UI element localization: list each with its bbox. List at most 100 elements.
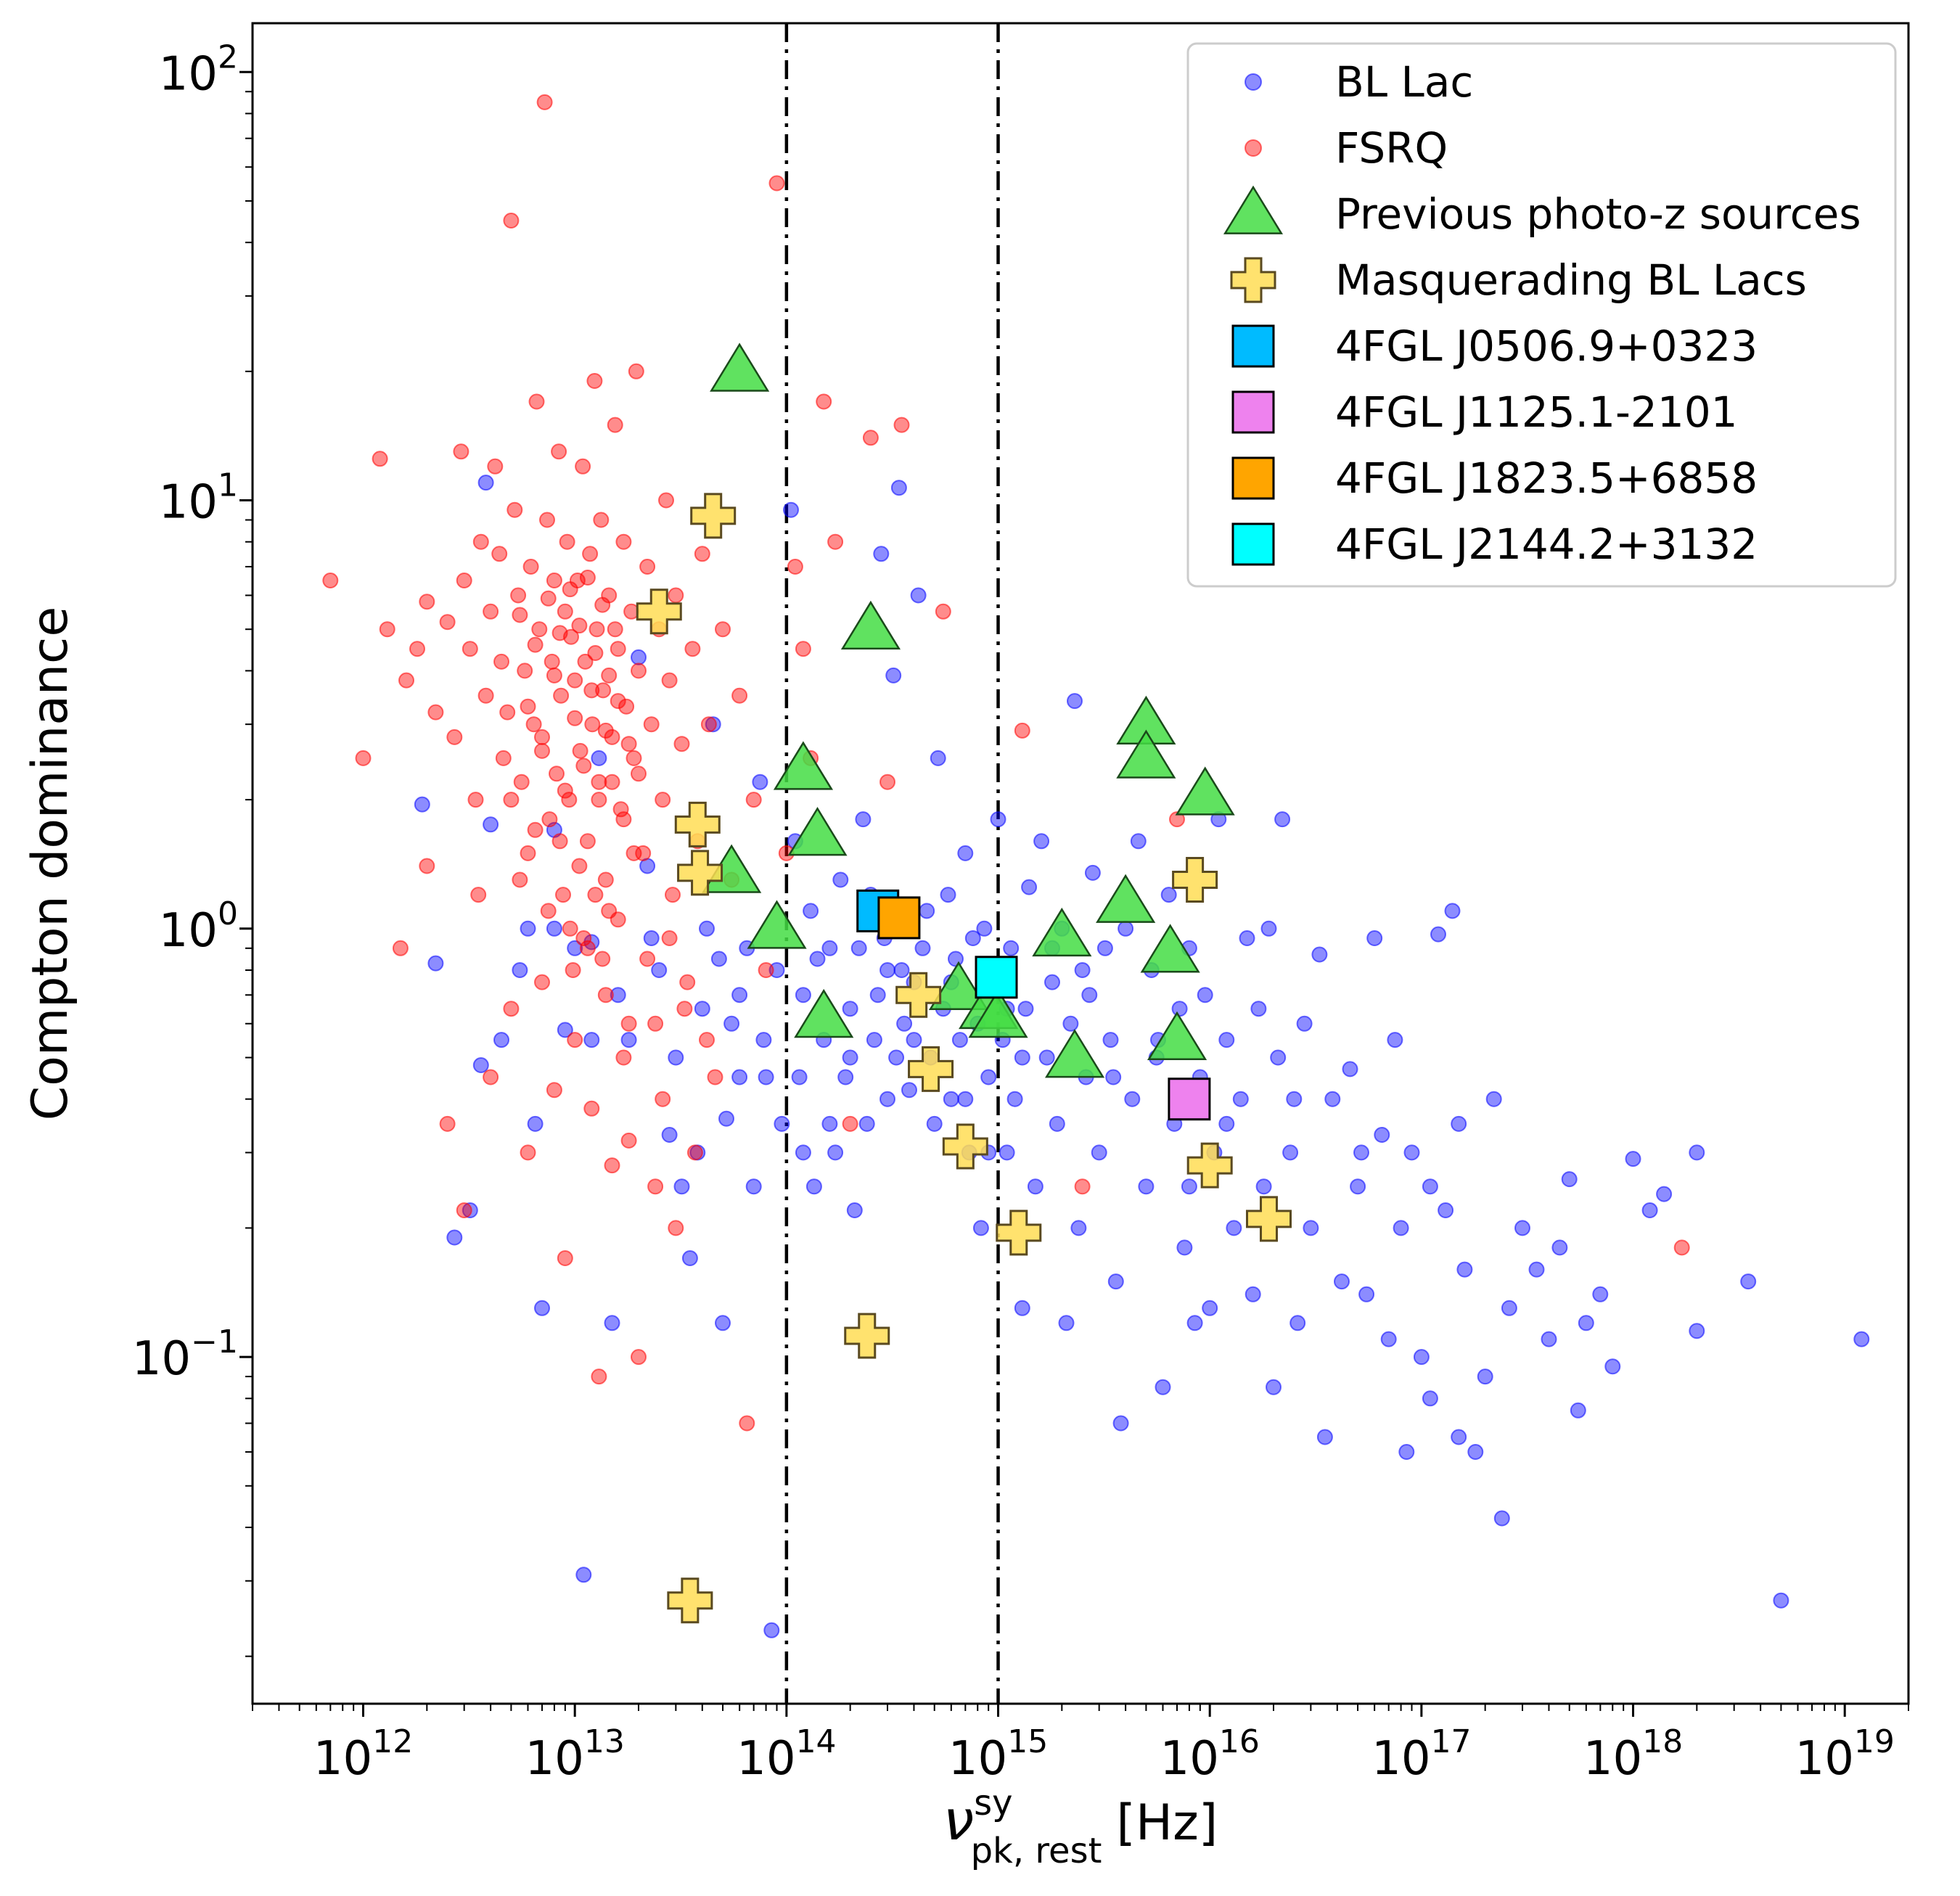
fsrq-point: [456, 1202, 472, 1218]
bl-lac-point: [462, 1202, 478, 1218]
bl-lac-point: [855, 811, 872, 828]
bl-lac-point: [1096, 940, 1113, 956]
fsrq-point: [620, 736, 637, 752]
fsrq-point: [472, 533, 489, 550]
bl-lac-point: [710, 951, 727, 967]
fsrq-point: [510, 587, 527, 604]
bl-lac-point: [1689, 1323, 1705, 1339]
fsrq-point: [512, 607, 528, 623]
x-tick-base: 10: [1795, 1732, 1853, 1786]
bl-lac-point: [1197, 987, 1213, 1004]
fsrq-point: [517, 662, 533, 679]
bl-lac-point: [885, 667, 902, 684]
fsrq-point: [520, 698, 536, 715]
bl-lac-point: [957, 1091, 974, 1107]
bl-lac-point: [1342, 1061, 1358, 1078]
fsrq-point: [601, 667, 618, 684]
bl-lac-point: [1578, 1315, 1594, 1331]
bl-lac-point: [842, 1049, 858, 1066]
fsrq-point: [546, 667, 562, 684]
bl-lac-point: [1438, 1202, 1454, 1218]
bl-lac-point: [1112, 1415, 1129, 1432]
fsrq-point: [372, 451, 388, 467]
fsrq-point: [694, 546, 710, 562]
bl-lac-point: [980, 1069, 997, 1086]
fsrq-point: [673, 736, 690, 752]
bl-lac-point: [1740, 1273, 1757, 1290]
bl-lac-point: [964, 930, 981, 946]
bl-lac-point: [1422, 1390, 1438, 1407]
bl-lac-point: [1105, 1069, 1122, 1086]
bl-lac-point: [1038, 1049, 1055, 1066]
fsrq-point: [618, 698, 635, 715]
fsrq-point: [551, 833, 568, 850]
previous-photo-z-sources-point: [1147, 1011, 1207, 1060]
bl-lac-point: [1160, 887, 1177, 903]
bl-lac-point: [1218, 1032, 1235, 1048]
bl-lac-point: [723, 1015, 740, 1032]
fsrq-point: [620, 1132, 637, 1149]
bl-lac-point: [1067, 693, 1083, 710]
bl-lac-point: [866, 1032, 882, 1048]
fsrq-point: [731, 687, 748, 704]
x-tick-exponent: 15: [1007, 1723, 1048, 1760]
bl-lac-point: [914, 940, 931, 956]
bl-lac-point: [1451, 1429, 1467, 1445]
bl-lac-point: [512, 962, 528, 978]
bl-lac-point: [1296, 1015, 1313, 1032]
bl-lac-point: [832, 871, 849, 888]
bl-lac-point: [948, 951, 964, 967]
bl-lac-point: [972, 1220, 989, 1236]
fsrq-point: [615, 1049, 632, 1066]
previous-photo-z-sources-point: [1044, 1029, 1105, 1078]
bl-lac-point: [1286, 1091, 1303, 1107]
bl-lac-point: [837, 1069, 854, 1086]
bl-lac-point: [1493, 1510, 1510, 1527]
legend: BL Lac FSRQ Previous photo-z sources Mas…: [1186, 42, 1897, 588]
bl-lac-point: [1477, 1368, 1493, 1385]
bl-lac-point: [1485, 1091, 1502, 1107]
legend-marker-4fgl-j1125-1-2101: [1231, 390, 1275, 434]
bl-lac-point: [1413, 1349, 1430, 1366]
fsrq-point: [409, 641, 425, 657]
fsrq-point: [862, 430, 879, 446]
fsrq-point: [462, 641, 478, 657]
x-tick-exponent: 19: [1854, 1723, 1895, 1760]
bl-lac-point: [694, 1001, 710, 1017]
bl-lac-point: [673, 1178, 690, 1195]
bl-lac-point: [821, 940, 838, 956]
fsrq-point: [626, 750, 642, 766]
bl-lac-point: [1074, 962, 1091, 978]
bl-lac-point: [414, 796, 430, 813]
fsrq-point: [700, 716, 717, 733]
legend-box: [1186, 42, 1897, 588]
bl-lac-point: [1514, 1220, 1530, 1236]
fsrq-point: [520, 845, 536, 861]
bl-lac-point: [821, 1115, 838, 1132]
fsrq-point: [587, 645, 604, 661]
fsrq-point: [553, 687, 570, 704]
bl-lac-point: [850, 940, 867, 956]
bl-lac-point: [1561, 1171, 1578, 1188]
fsrq-point: [575, 458, 591, 475]
fsrq-point: [676, 1001, 693, 1017]
bl-lac-point: [795, 987, 811, 1004]
bl-lac-point: [1625, 1151, 1641, 1167]
bl-lac-point: [1014, 1300, 1030, 1316]
bl-lac-point: [1017, 1001, 1034, 1017]
x-tick-base: 10: [313, 1732, 372, 1786]
bl-lac-point: [1366, 930, 1383, 946]
fsrq-point: [758, 962, 774, 978]
bl-lac-point: [1062, 1015, 1079, 1032]
bl-lac-point: [1138, 1178, 1155, 1195]
fsrq-point: [586, 373, 603, 389]
fsrq-point: [534, 729, 550, 745]
fsrq-point: [551, 443, 567, 460]
bl-lac-point: [1604, 1358, 1621, 1375]
fsrq-point: [567, 710, 583, 726]
previous-photo-z-sources-point: [968, 988, 1028, 1038]
fsrq-point: [631, 1349, 647, 1366]
fsrq-point: [739, 1415, 755, 1432]
